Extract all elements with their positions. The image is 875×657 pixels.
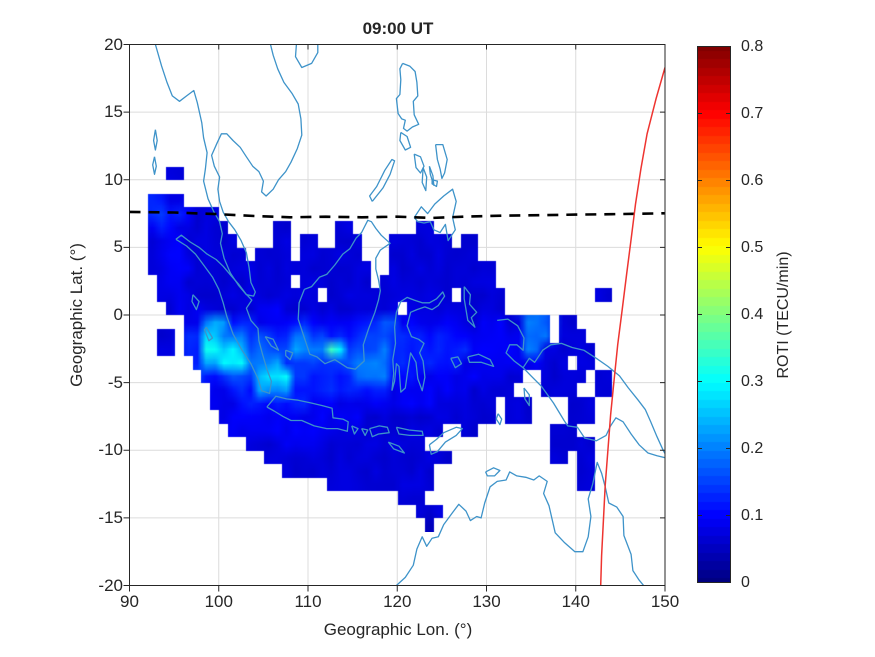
coastline-palawan (368, 158, 396, 202)
y-tick-label: -10 (98, 440, 123, 460)
colorbar-tick-label: 0.7 (741, 104, 764, 122)
x-tick-label: 130 (472, 592, 501, 611)
coastline-borneo (297, 219, 391, 370)
coastline-nias (191, 294, 200, 311)
dashed-equator-line (129, 210, 665, 220)
y-tick-label: 15 (104, 102, 123, 122)
coastline-seram (467, 353, 495, 368)
y-tick-label: 5 (113, 237, 123, 257)
y-tick-label: -5 (107, 372, 123, 392)
coastline-samar-leyte (434, 143, 448, 180)
coastline-halmahera (463, 286, 478, 328)
colorbar-label: ROTI (TECU/min) (775, 251, 792, 379)
coastline-panay (413, 153, 425, 174)
x-tick-label: 90 (120, 592, 139, 611)
coastline-negros (421, 167, 428, 192)
coastline-indochina-malay-peninsula (154, 44, 303, 297)
colorbar-tick-label: 0.4 (741, 305, 764, 323)
x-axis-label: Geographic Lon. (°) (323, 620, 473, 639)
coastline-sumatra (175, 234, 273, 395)
coastline-aru (523, 387, 530, 407)
coastline-mindoro (399, 131, 412, 151)
colorbar-tick-label: 0.1 (741, 506, 764, 524)
coastline-new-guinea-south (522, 367, 665, 459)
colorbar-frame (697, 46, 731, 583)
axes-frame (123, 44, 731, 592)
coastline-mindanao (413, 188, 457, 242)
y-tick-label: -20 (98, 575, 123, 595)
colorbar-gradient (697, 46, 731, 583)
coastline-flores (395, 426, 424, 437)
colorbar-tick-label: 0.5 (741, 238, 764, 256)
colorbar-tick-label: 0 (741, 573, 750, 591)
overlay-lines (129, 67, 665, 586)
coastline-java (266, 395, 349, 432)
x-tick-label: 140 (561, 592, 590, 611)
y-tick-label: 10 (104, 169, 123, 189)
x-tick-label: 110 (294, 592, 322, 611)
coastline-sumba (387, 441, 406, 454)
tick-marks (123, 44, 731, 592)
colorbar-tick-label: 0.2 (741, 439, 764, 457)
coastlines (152, 44, 665, 586)
y-tick-label: -15 (98, 507, 123, 527)
coastline-sulawesi (391, 291, 446, 393)
coastline-andaman-south (152, 156, 157, 175)
coastline-siberut (203, 326, 214, 342)
coastline-luzon (395, 62, 420, 132)
y-tick-label: 0 (113, 305, 123, 324)
coastline-lombok (361, 427, 369, 437)
colorbar-tick-label: 0.3 (741, 372, 764, 390)
coastline-tanimbar (495, 413, 503, 426)
coastline-timor (428, 426, 464, 455)
coastline-bangka (264, 335, 280, 351)
x-tick-label: 120 (383, 592, 412, 611)
coastline-new-guinea-north (497, 318, 665, 455)
coastline-hainan (294, 44, 319, 69)
coastline-melville (485, 467, 501, 477)
colorbar-tick-label: 0.6 (741, 171, 764, 189)
coastline-bohol (431, 179, 439, 188)
plot-frame (129, 44, 666, 586)
x-tick-label: 100 (204, 592, 233, 611)
x-tick-label: 150 (650, 592, 680, 611)
coastline-sumbawa (368, 425, 390, 438)
coastline-australia-north (395, 461, 645, 586)
y-tick-label: 20 (104, 34, 123, 54)
red-terminator-line (599, 67, 665, 586)
coastline-bali (351, 425, 359, 435)
coastline-belitung (285, 349, 294, 361)
coastline-buru (450, 356, 463, 369)
colorbar-tick-label: 0.8 (741, 37, 764, 55)
coastline-andaman-north (152, 129, 158, 151)
plot-title: 09:00 UT (362, 19, 434, 38)
